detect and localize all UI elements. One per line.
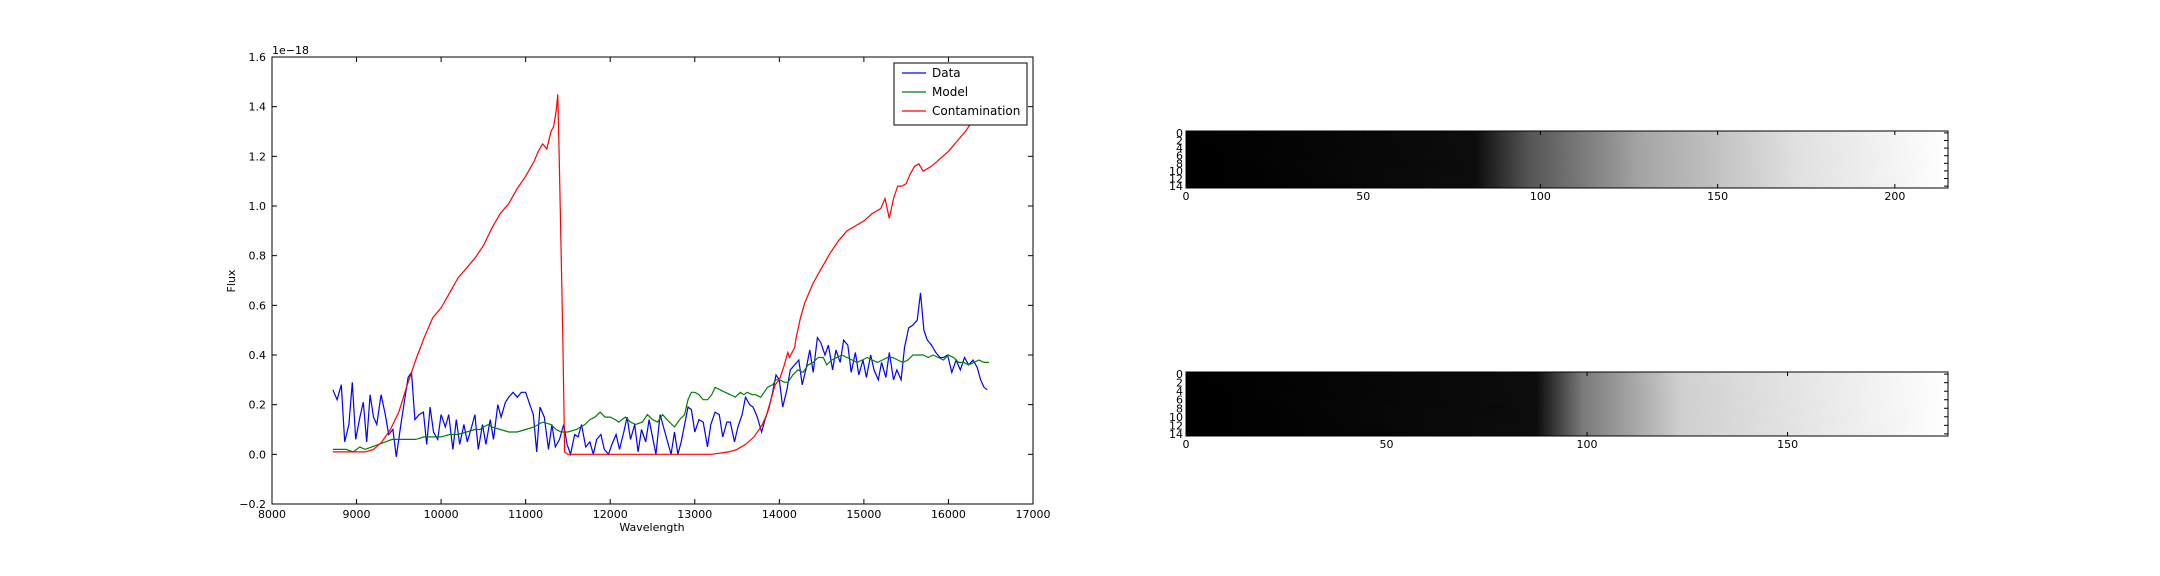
image-bottom-frame	[1185, 371, 1949, 437]
x-tick-label: 10000	[424, 508, 459, 521]
image-x-tick-label: 50	[1380, 438, 1394, 451]
image-x-tick-label: 150	[1777, 438, 1798, 451]
image-y-tick-label: 0	[1176, 127, 1183, 140]
image-x-tick-label: 100	[1530, 190, 1551, 203]
y-tick-label: 1.0	[249, 200, 267, 213]
image-bottom-trace	[1186, 372, 1948, 436]
image-x-tick-label: 0	[1183, 190, 1190, 203]
image-x-tick-label: 0	[1183, 438, 1190, 451]
image-x-tick-label: 50	[1356, 190, 1370, 203]
image-x-tick-label: 150	[1707, 190, 1728, 203]
image-y-tick-label: 8	[1176, 157, 1183, 170]
x-tick-label: 17000	[1016, 508, 1051, 521]
image-x-tick-label: 200	[1884, 190, 1905, 203]
image-y-tick-label: 14	[1169, 180, 1183, 193]
x-tick-label: 15000	[846, 508, 881, 521]
y-tick-label: 0.4	[249, 349, 267, 362]
image-y-tick-label: 6	[1176, 394, 1183, 407]
image-top-frame	[1185, 130, 1949, 189]
x-tick-label: 13000	[677, 508, 712, 521]
image-y-tick-label: 0	[1176, 368, 1183, 381]
image-y-tick-label: 4	[1176, 385, 1183, 398]
spectrum-line-chart: 8000 9000 10000 11000 12000 13000 14000 15000 16…	[225, 44, 1051, 534]
plot-area	[272, 57, 1033, 504]
image-y-tick-label: 10	[1169, 411, 1183, 424]
y-tick-label: −0.2	[239, 498, 266, 511]
x-axis-label: Wavelength	[619, 521, 684, 534]
y-tick-label: 0.8	[249, 250, 267, 263]
y-tick-label: 0.0	[249, 448, 267, 461]
y-tick-label: 0.6	[249, 299, 267, 312]
x-tick-label: 14000	[762, 508, 797, 521]
series-line-contamination	[332, 94, 989, 455]
image-y-tick-label: 12	[1169, 419, 1183, 432]
y-tick-label: 1.2	[249, 150, 267, 163]
x-tick-label: 11000	[508, 508, 543, 521]
image-y-tick-label: 12	[1169, 173, 1183, 186]
image-y-tick-label: 4	[1176, 142, 1183, 155]
x-tick-label: 16000	[931, 508, 966, 521]
x-tick-label: 12000	[593, 508, 628, 521]
image-y-tick-label: 8	[1176, 402, 1183, 415]
plot-frame	[271, 56, 1034, 505]
image-y-tick-label: 14	[1169, 428, 1183, 441]
y-axis-label: Flux	[225, 269, 238, 292]
y-tick-label: 1.6	[249, 51, 267, 64]
image-y-tick-label: 2	[1176, 377, 1183, 390]
legend: Data Model Contamination	[893, 62, 1028, 126]
series-line-data	[332, 292, 988, 457]
legend-label-model: Model	[932, 85, 968, 99]
legend-label-data: Data	[932, 66, 961, 80]
image-y-tick-label: 2	[1176, 135, 1183, 148]
y-tick-label: 0.2	[249, 399, 267, 412]
x-tick-label: 9000	[343, 508, 371, 521]
series-line-model	[332, 354, 989, 453]
y-tick-label: 1.4	[249, 101, 267, 114]
image-x-tick-label: 100	[1577, 438, 1598, 451]
legend-label-contamination: Contamination	[932, 104, 1020, 118]
image-y-tick-label: 10	[1169, 165, 1183, 178]
image-y-tick-label: 6	[1176, 150, 1183, 163]
y-offset-label: 1e−18	[272, 44, 309, 57]
image-top-trace	[1186, 131, 1948, 188]
x-tick-label: 8000	[258, 508, 286, 521]
